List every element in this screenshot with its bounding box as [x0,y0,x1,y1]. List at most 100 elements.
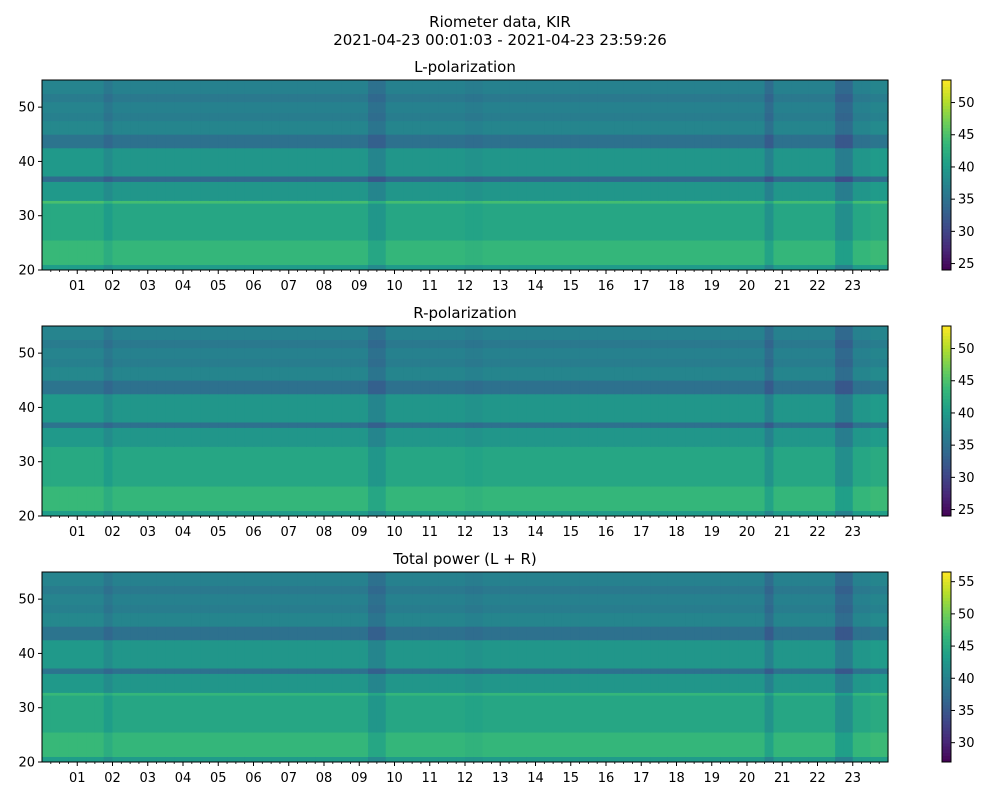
heatmap-cell [77,326,87,340]
heatmap-cell [306,446,316,487]
heatmap-cell [394,93,404,103]
heatmap-cell [870,339,880,349]
heatmap-cell [597,486,607,511]
y-tick-label: 40 [18,155,35,170]
heatmap-cell [156,176,166,182]
heatmap-cell [738,486,748,511]
heatmap-cell [68,200,78,204]
heatmap-cell [350,572,360,586]
heatmap-cell [94,510,105,517]
heatmap-cell [694,200,704,204]
heatmap-cell [156,593,166,605]
heatmap-cell [702,732,713,757]
heatmap-cell [103,510,114,517]
heatmap-cell [341,240,352,265]
heatmap-cell [667,427,678,447]
heatmap-cell [843,612,854,627]
heatmap-cell [368,446,378,487]
heatmap-cell [218,732,228,757]
heatmap-cell [183,339,193,349]
heatmap-cell [808,446,819,487]
heatmap-cell [782,101,792,113]
heatmap-cell [817,80,827,94]
heatmap-cell [817,101,827,113]
heatmap-cell [68,639,78,669]
colorbar-step [942,468,951,473]
heatmap-cell [279,326,290,340]
heatmap-cell [491,339,501,349]
heatmap-cell [165,593,175,605]
heatmap-cell [121,181,131,201]
heatmap-cell [799,134,810,149]
heatmap-cell [306,695,316,733]
heatmap-cell [306,732,316,757]
heatmap-cell [138,101,149,113]
heatmap-cell [235,366,246,381]
heatmap-cell [782,112,792,122]
heatmap-cell [517,510,528,517]
heatmap-cell [535,176,545,182]
heatmap-cell [165,181,175,201]
heatmap-cell [306,112,316,122]
heatmap-cell [218,80,228,94]
heatmap-cell [77,93,87,103]
heatmap-cell [632,673,642,693]
heatmap-cell [465,604,475,614]
heatmap-cell [394,604,404,614]
heatmap-cell [447,80,457,94]
heatmap-cell [165,510,175,517]
heatmap-cell [147,93,158,103]
heatmap-cell [535,626,545,641]
heatmap-cell [561,692,572,696]
heatmap-cell [324,486,334,511]
heatmap-cell [359,393,369,423]
heatmap-cell [747,422,757,428]
heatmap-cell [764,326,775,340]
heatmap-cell [112,240,122,265]
heatmap-cell [394,626,404,641]
colorbar-step [942,603,951,608]
colorbar-step [942,114,951,119]
heatmap-cell [412,380,422,395]
heatmap-cell [517,264,528,271]
heatmap-cell [191,756,202,763]
heatmap-cell [614,572,625,586]
heatmap-cell [420,380,431,395]
heatmap-cell [385,612,396,627]
colorbar-tick-label: 25 [958,257,975,272]
heatmap-cell [720,200,730,204]
heatmap-cell [720,393,730,423]
heatmap-cell [623,326,634,340]
heatmap-cell [729,510,739,517]
heatmap-cell [473,593,484,605]
heatmap-cell [297,147,307,177]
colorbar-step [942,717,951,722]
heatmap-cell [429,668,440,674]
heatmap-cell [156,200,166,204]
heatmap-cell [606,732,616,757]
heatmap-cell [50,673,61,693]
heatmap-cell [553,668,563,674]
heatmap-cell [332,380,343,395]
heatmap-cell [376,393,387,423]
heatmap-cell [799,756,810,763]
heatmap-cell [420,446,431,487]
heatmap-cell [50,101,61,113]
heatmap-cell [667,326,678,340]
heatmap-cell [271,604,281,614]
heatmap-cell [156,510,166,517]
heatmap-cell [315,120,325,135]
heatmap-cell [121,486,131,511]
heatmap-cell [535,93,545,103]
heatmap-cell [438,732,448,757]
x-tick-label: 07 [280,771,297,786]
heatmap-cell [473,80,484,94]
heatmap-cell [350,422,360,428]
heatmap-cell [271,510,281,517]
heatmap-cell [94,673,105,693]
heatmap-cell [482,422,493,428]
x-tick-label: 10 [386,525,403,540]
heatmap-cell [306,668,316,674]
x-tick-label: 06 [245,279,262,294]
heatmap-cell [482,393,493,423]
